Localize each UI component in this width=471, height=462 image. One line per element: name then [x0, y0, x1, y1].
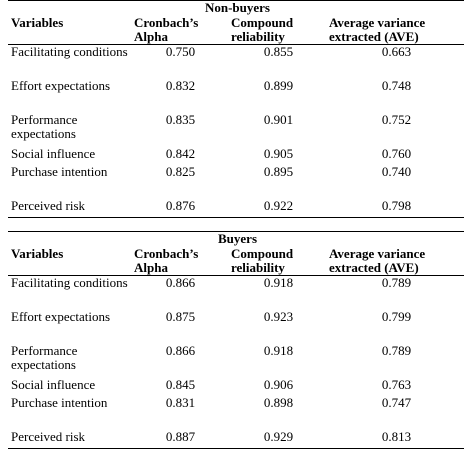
- ave-cell: 0.752: [381, 112, 412, 127]
- variable-cell: Purchase intention: [11, 164, 108, 179]
- compound-cell: 0.922: [263, 198, 294, 213]
- header-compound: Compound reliability: [231, 246, 294, 275]
- group-title: Buyers: [218, 231, 257, 246]
- table-row: Effort expectations 0.875 0.923 0.799: [8, 310, 464, 344]
- cronbach-cell: 0.831: [165, 395, 196, 410]
- table-row: Facilitating conditions 0.866 0.918 0.78…: [8, 276, 464, 311]
- compound-cell: 0.923: [263, 309, 294, 324]
- table-row: Facilitating conditions 0.750 0.855 0.66…: [8, 45, 464, 80]
- compound-cell: 0.855: [263, 44, 294, 59]
- cronbach-cell: 0.875: [165, 309, 196, 324]
- header-cronbach: Cronbach’s Alpha: [134, 246, 199, 275]
- cronbach-cell: 0.866: [165, 275, 196, 290]
- cronbach-cell: 0.845: [165, 377, 196, 392]
- table-row: Performance expectations 0.835 0.901 0.7…: [8, 113, 464, 147]
- variable-cell: Social influence: [11, 377, 96, 392]
- table-row: Performance expectations 0.866 0.918 0.7…: [8, 344, 464, 378]
- header-ave: Average variance extracted (AVE): [329, 246, 426, 275]
- compound-cell: 0.918: [263, 275, 294, 290]
- table-row: Social influence 0.842 0.905 0.760: [8, 147, 464, 165]
- variable-cell: Purchase intention: [11, 395, 108, 410]
- variable-cell: Performance expectations: [11, 343, 78, 372]
- compound-cell: 0.918: [263, 343, 294, 358]
- header-variables: Variables: [11, 15, 64, 30]
- non-buyers-table: Non-buyers Variables Cronbach’s Alpha Co…: [8, 0, 464, 218]
- ave-cell: 0.760: [381, 146, 412, 161]
- variable-cell: Effort expectations: [11, 78, 111, 93]
- variable-cell: Effort expectations: [11, 309, 111, 324]
- ave-cell: 0.740: [381, 164, 412, 179]
- variable-cell: Performance expectations: [11, 112, 78, 141]
- compound-cell: 0.906: [263, 377, 294, 392]
- group-title-row: Buyers: [8, 231, 464, 248]
- ave-cell: 0.748: [381, 78, 412, 93]
- cronbach-cell: 0.832: [165, 78, 196, 93]
- buyers-table: Buyers Variables Cronbach’s Alpha Compou…: [8, 231, 464, 449]
- column-header-row: Variables Cronbach’s Alpha Compound reli…: [8, 247, 464, 276]
- compound-cell: 0.929: [263, 429, 294, 444]
- table-row: Perceived risk 0.887 0.929 0.813: [8, 430, 464, 449]
- table-row: Effort expectations 0.832 0.899 0.748: [8, 79, 464, 113]
- header-ave: Average variance extracted (AVE): [329, 15, 426, 44]
- table-row: Social influence 0.845 0.906 0.763: [8, 378, 464, 396]
- header-compound: Compound reliability: [231, 15, 294, 44]
- group-title: Non-buyers: [204, 0, 270, 15]
- cronbach-cell: 0.750: [165, 44, 196, 59]
- cronbach-cell: 0.866: [165, 343, 196, 358]
- ave-cell: 0.789: [381, 343, 412, 358]
- table-row: Purchase intention 0.825 0.895 0.740: [8, 165, 464, 199]
- variable-cell: Social influence: [11, 146, 96, 161]
- header-variables: Variables: [11, 246, 64, 261]
- variable-cell: Facilitating conditions: [11, 275, 128, 290]
- ave-cell: 0.813: [381, 429, 412, 444]
- column-header-row: Variables Cronbach’s Alpha Compound reli…: [8, 16, 464, 45]
- cronbach-cell: 0.842: [165, 146, 196, 161]
- compound-cell: 0.898: [263, 395, 294, 410]
- ave-cell: 0.763: [381, 377, 412, 392]
- cronbach-cell: 0.825: [165, 164, 196, 179]
- variable-cell: Perceived risk: [11, 429, 86, 444]
- ave-cell: 0.799: [381, 309, 412, 324]
- compound-cell: 0.905: [263, 146, 294, 161]
- compound-cell: 0.901: [263, 112, 294, 127]
- ave-cell: 0.663: [381, 44, 412, 59]
- variable-cell: Facilitating conditions: [11, 44, 128, 59]
- cronbach-cell: 0.835: [165, 112, 196, 127]
- table-row: Purchase intention 0.831 0.898 0.747: [8, 396, 464, 430]
- header-cronbach: Cronbach’s Alpha: [134, 15, 199, 44]
- group-title-row: Non-buyers: [8, 0, 464, 17]
- ave-cell: 0.789: [381, 275, 412, 290]
- compound-cell: 0.899: [263, 78, 294, 93]
- cronbach-cell: 0.887: [165, 429, 196, 444]
- variable-cell: Perceived risk: [11, 198, 86, 213]
- table-row: Perceived risk 0.876 0.922 0.798: [8, 199, 464, 218]
- cronbach-cell: 0.876: [165, 198, 196, 213]
- compound-cell: 0.895: [263, 164, 294, 179]
- ave-cell: 0.798: [381, 198, 412, 213]
- ave-cell: 0.747: [381, 395, 412, 410]
